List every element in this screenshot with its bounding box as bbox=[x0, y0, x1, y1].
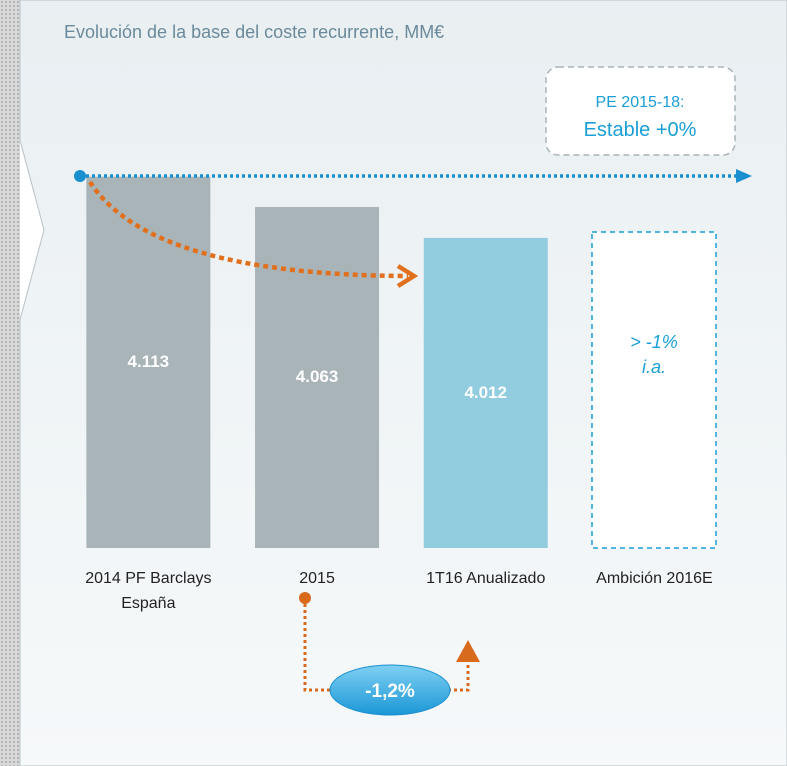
target-label: > -1% i.a. bbox=[630, 332, 678, 377]
bar bbox=[423, 237, 548, 549]
plan-label: PE 2015-18: bbox=[596, 94, 685, 111]
value-label: 4.012 bbox=[464, 382, 508, 402]
value-label: 4.063 bbox=[295, 367, 339, 387]
plan-value: Estable +0% bbox=[584, 119, 697, 141]
plan-box bbox=[545, 66, 736, 156]
panel bbox=[19, 0, 787, 766]
target-bar-outline bbox=[591, 231, 717, 549]
change-connector bbox=[303, 604, 470, 692]
change-bubble bbox=[329, 664, 451, 716]
bar bbox=[86, 176, 211, 548]
trend-arrow bbox=[736, 169, 752, 183]
change-arrow-up bbox=[456, 640, 480, 662]
value-label: 4.113 bbox=[127, 352, 170, 372]
trend-dot bbox=[74, 170, 86, 182]
change-curve bbox=[88, 180, 409, 279]
x-tick-label: 2015 bbox=[299, 570, 335, 587]
change-dot bbox=[299, 592, 311, 604]
bar bbox=[255, 206, 380, 549]
chart-title: Evolución de la base del coste recurrent… bbox=[64, 22, 445, 42]
edge-strip bbox=[0, 0, 20, 766]
x-tick-label: 2014 PF Barclays España bbox=[85, 570, 212, 612]
change-arrow bbox=[396, 264, 419, 288]
x-tick-label: Ambición 2016E bbox=[596, 570, 713, 587]
change-label: -1,2% bbox=[365, 681, 415, 702]
x-tick-label: 1T16 Anualizado bbox=[426, 570, 546, 587]
